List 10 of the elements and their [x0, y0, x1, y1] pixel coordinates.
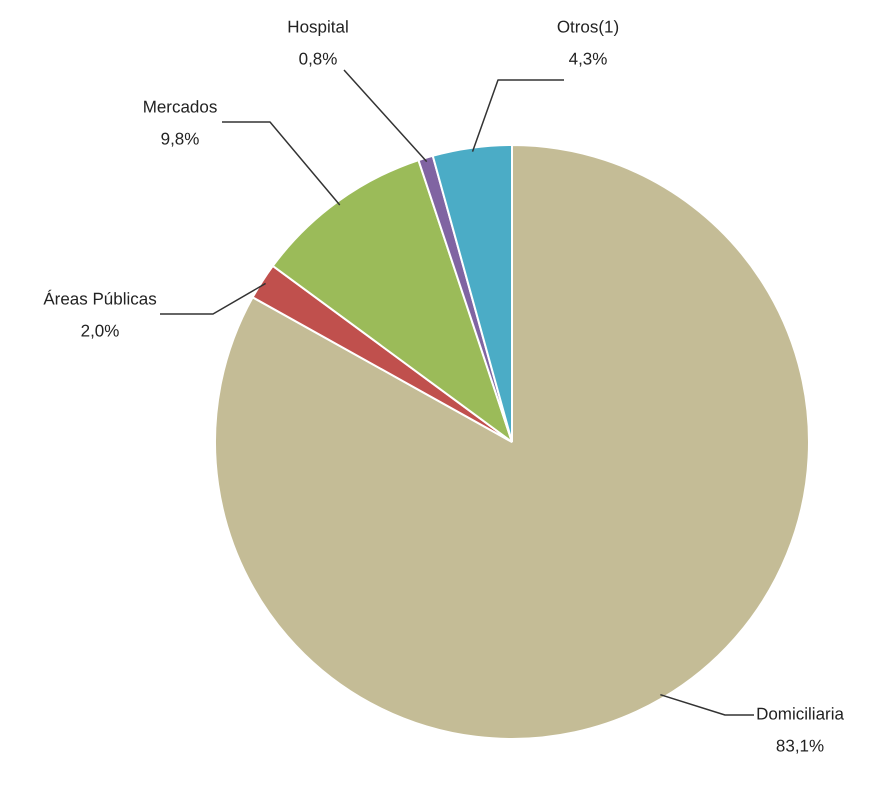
slice-label: Áreas Públicas: [43, 290, 157, 309]
slice-label: Otros(1): [556, 18, 620, 37]
data-label: 9,8%: [160, 130, 200, 149]
data-label: 2,0%: [80, 322, 120, 341]
slice-label: Domiciliaria: [756, 704, 844, 724]
data-label: 83,1%: [776, 736, 824, 756]
data-label: 0,8%: [298, 50, 338, 69]
slice-label: Hospital: [287, 18, 349, 37]
data-label: 4,3%: [568, 50, 608, 69]
slice-label: Mercados: [142, 98, 218, 117]
